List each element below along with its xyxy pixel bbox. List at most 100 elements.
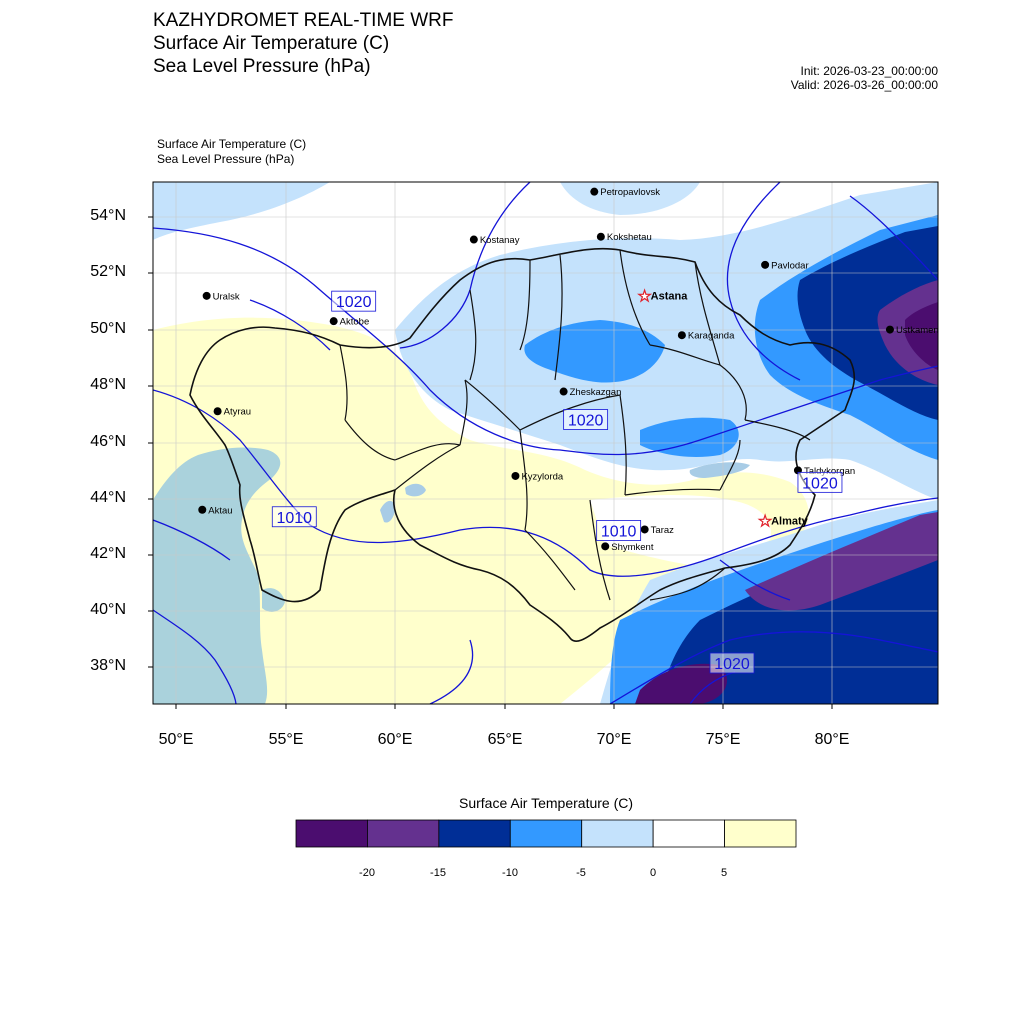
city-label: Kyzylorda <box>521 471 563 482</box>
title-line-1: KAZHYDROMET REAL-TIME WRF <box>153 10 454 31</box>
lon-label: 55°E <box>268 731 304 748</box>
title-line-2: Surface Air Temperature (C) <box>153 33 390 54</box>
city-dot-icon <box>202 291 211 300</box>
city-label: Astana <box>651 290 689 302</box>
colorbar-tick-label: -15 <box>430 867 446 879</box>
city-pavlodar: Pavlodar <box>761 260 809 271</box>
city-label: Almaty <box>771 516 809 528</box>
temp-fill-0-5-south <box>590 495 771 565</box>
capital-star-icon: ★ <box>758 513 771 530</box>
lat-label: 40°N <box>90 601 126 618</box>
city-label: Zheskazgan <box>570 387 622 398</box>
isobar-value: 1010 <box>276 510 312 527</box>
caspian-sea <box>153 447 281 704</box>
temp-fill-0-to-minus5 <box>395 182 938 500</box>
borders <box>189 247 855 642</box>
colorbar-bin <box>652 819 725 848</box>
lon-label: 60°E <box>377 731 413 748</box>
city-kokshetau: Kokshetau <box>596 232 652 243</box>
city-almaty: ★ Almaty <box>758 512 809 530</box>
colorbar-bin <box>295 819 368 848</box>
map-subtitle: Surface Air Temperature (C) Sea Level Pr… <box>157 137 306 167</box>
isobar-value: 1010 <box>601 523 637 540</box>
lon-label: 70°E <box>596 731 632 748</box>
city-dot-icon <box>601 542 610 551</box>
city-label: Karaganda <box>688 331 735 342</box>
isobar-label: 1020 <box>797 471 843 493</box>
colorbar-bin <box>367 819 440 848</box>
colorbar-bin <box>438 819 511 848</box>
isobar-label: 1020 <box>563 409 609 430</box>
isobar-value: 1020 <box>714 656 750 673</box>
city-astana: ★ Astana <box>637 287 689 305</box>
isobar-label: 1010 <box>596 520 642 541</box>
temp-fill-minus5-to-minus10-mid <box>640 417 739 457</box>
colorbar-tick-label: 0 <box>649 867 657 879</box>
lat-label: 50°N <box>90 320 126 337</box>
lon-label: 65°E <box>487 731 523 748</box>
lake-balkhash <box>689 462 750 478</box>
aral-sea <box>380 500 396 523</box>
init-time: Init: 2026-03-23_00:00:00 <box>800 64 938 78</box>
city-dot-icon <box>213 407 222 416</box>
city-label: Petropavlovsk <box>600 187 660 198</box>
city-label: Kostanay <box>480 235 520 246</box>
colorbar-title: Surface Air Temperature (C) <box>458 795 634 811</box>
subtitle-line-2: Sea Level Pressure (hPa) <box>157 152 295 166</box>
colorbar-tick-label: -10 <box>502 867 518 879</box>
city-uralsk: Uralsk <box>202 291 240 302</box>
map-plot-area: Petropavlovsk Kostanay Kokshetau Pavlodar Ur… <box>153 182 939 704</box>
lon-label: 80°E <box>814 731 850 748</box>
city-petropavlovsk: Petropavlovsk <box>590 187 660 198</box>
title-line-3: Sea Level Pressure (hPa) <box>153 56 371 77</box>
isobar-label: 1020 <box>331 290 377 312</box>
colorbar-tick-label: -5 <box>576 867 586 879</box>
graticule <box>153 182 938 704</box>
colorbar <box>295 819 797 848</box>
lon-label: 50°E <box>158 731 194 748</box>
region-borders <box>339 249 811 601</box>
isobar-value: 1020 <box>336 294 372 311</box>
lon-label: 75°E <box>705 731 741 748</box>
temp-fill-below-minus20 <box>635 663 728 704</box>
city-kyzylorda: Kyzylorda <box>511 471 564 482</box>
isobar-labels: 1020 1020 1010 1020 1010 1020 <box>271 290 843 674</box>
map-title: KAZHYDROMET REAL-TIME WRF Surface Air Te… <box>153 9 454 78</box>
lat-label: 48°N <box>90 376 126 393</box>
city-label: Shymkent <box>611 542 654 553</box>
colorbar-bin <box>724 819 797 848</box>
capital-star-icon: ★ <box>638 288 651 305</box>
kazakhstan-border <box>189 247 855 642</box>
kara-bogaz-gol <box>262 588 285 612</box>
city-label: Kokshetau <box>607 232 652 243</box>
city-label: Uralsk <box>213 291 240 302</box>
city-atyrau: Atyrau <box>213 407 251 418</box>
city-label: Atyrau <box>224 407 251 418</box>
city-dot-icon <box>640 525 649 534</box>
isobars <box>153 182 938 704</box>
city-label: Aktau <box>208 505 232 516</box>
city-label: Taldykorgan <box>804 466 855 477</box>
run-times: Init: 2026-03-23_00:00:00 Valid: 2026-03… <box>791 64 938 92</box>
isobar-value: 1020 <box>802 475 838 492</box>
city-dot-icon <box>885 325 894 334</box>
lat-label: 46°N <box>90 433 126 450</box>
lat-label: 52°N <box>90 263 126 280</box>
lat-label: 44°N <box>90 489 126 506</box>
colorbar-bin <box>509 819 583 848</box>
city-aktobe: Aktobe <box>329 317 369 328</box>
city-label: Pavlodar <box>771 260 809 271</box>
city-dot-icon <box>198 505 207 514</box>
colorbar-tick-label: -20 <box>359 867 375 879</box>
lat-label: 38°N <box>90 657 126 674</box>
axis-ticks <box>148 216 833 709</box>
isobar-label: 1020 <box>709 652 755 674</box>
valid-time: Valid: 2026-03-26_00:00:00 <box>790 78 938 92</box>
lat-label: 42°N <box>90 545 126 562</box>
city-taraz: Taraz <box>640 525 674 536</box>
colorbar-bin <box>581 819 654 848</box>
subtitle-line-1: Surface Air Temperature (C) <box>157 137 307 151</box>
city-dot-icon <box>469 235 478 244</box>
city-label: Ustkamen <box>896 325 939 336</box>
